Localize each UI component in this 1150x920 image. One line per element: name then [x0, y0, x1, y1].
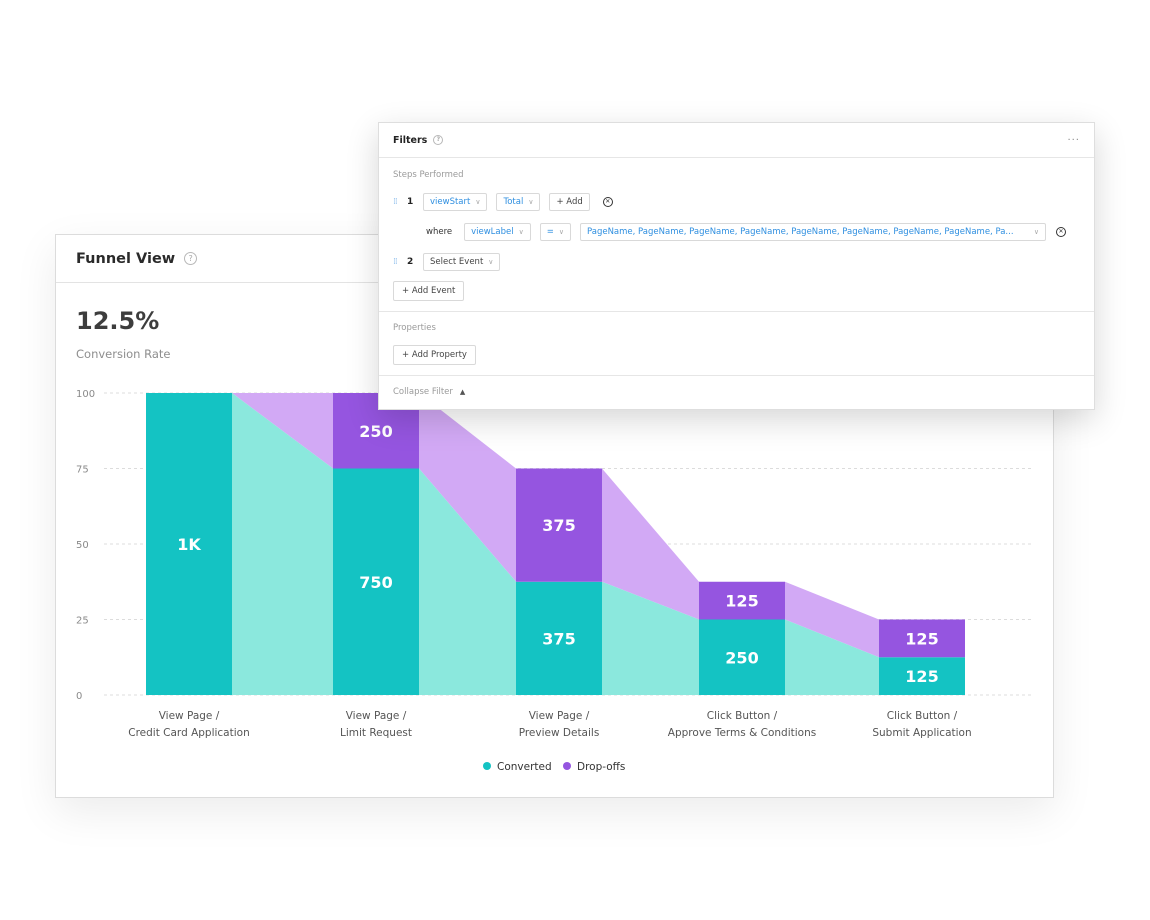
converted-value-label: 375	[542, 629, 575, 648]
y-tick-label: 50	[76, 540, 89, 551]
converted-connector	[419, 468, 516, 695]
legend-converted-label: Converted	[497, 761, 552, 773]
chevron-down-icon: ∨	[518, 227, 524, 236]
converted-value-label: 1K	[177, 535, 201, 554]
converted-bar	[699, 619, 785, 695]
dropoff-bar	[879, 619, 965, 658]
dropoff-connector	[602, 468, 699, 620]
step-row-1: ⁞⁞ 1 viewStart ∨ Total ∨ + Add ✕	[393, 192, 613, 211]
event-select-value: viewStart	[430, 196, 471, 207]
step-number: 1	[407, 196, 414, 207]
property-select[interactable]: viewLabel ∨	[464, 222, 531, 241]
more-menu-icon[interactable]: ···	[1067, 134, 1080, 146]
add-property-row: + Add Property	[393, 344, 485, 365]
select-event-placeholder: Select Event	[430, 256, 484, 267]
dropoff-bar	[516, 468, 602, 582]
value-select-value: PageName, PageName, PageName, PageName, …	[587, 226, 1014, 237]
collapse-filter-label: Collapse Filter	[393, 387, 453, 397]
add-event-row: + Add Event	[393, 280, 473, 301]
dropoff-value-label: 375	[542, 516, 575, 535]
dropoff-value-label: 125	[905, 629, 938, 648]
drag-handle-icon[interactable]: ⁞⁞	[393, 196, 398, 207]
collapse-filter-toggle[interactable]: Collapse Filter ▲	[393, 387, 465, 397]
divider	[379, 375, 1094, 376]
legend-converted-swatch	[483, 762, 491, 770]
filters-header: Filters ? ···	[379, 123, 1094, 158]
filters-title-wrap: Filters ?	[393, 134, 444, 146]
filters-panel: Filters ? ··· Steps Performed ⁞⁞ 1 viewS…	[378, 122, 1095, 410]
x-category-label: Approve Terms & Conditions	[668, 727, 816, 739]
y-tick-label: 75	[76, 465, 89, 476]
legend-dropoffs-swatch	[563, 762, 571, 770]
where-row: where viewLabel ∨ = ∨ PageName, PageName, …	[426, 222, 1066, 241]
converted-connector	[602, 581, 699, 695]
aggregation-value: Total	[503, 196, 524, 207]
dropoff-value-label: 125	[725, 592, 758, 611]
event-select[interactable]: viewStart ∨	[423, 192, 488, 211]
y-tick-label: 0	[76, 691, 82, 702]
dropoff-connector	[785, 581, 879, 658]
converted-value-label: 125	[905, 667, 938, 686]
remove-step-icon[interactable]: ✕	[602, 196, 613, 207]
divider	[379, 311, 1094, 312]
converted-connector	[785, 619, 879, 695]
add-property-button[interactable]: + Add Property	[393, 344, 476, 365]
operator-select[interactable]: = ∨	[539, 222, 571, 241]
funnel-title: Funnel View	[76, 250, 176, 267]
dropoff-bar	[699, 581, 785, 620]
filters-title: Filters	[393, 134, 428, 146]
x-category-label: Submit Application	[872, 727, 971, 739]
dropoff-value-label: 250	[359, 422, 392, 441]
help-icon[interactable]: ?	[433, 135, 444, 145]
x-category-label: View Page /	[346, 710, 407, 722]
converted-bar	[333, 468, 419, 695]
add-event-button[interactable]: + Add Event	[393, 280, 465, 301]
chevron-down-icon: ∨	[488, 257, 494, 266]
step-number: 2	[407, 256, 414, 267]
legend-dropoffs-label: Drop-offs	[577, 761, 625, 773]
chevron-down-icon: ∨	[558, 227, 564, 236]
drag-handle-icon[interactable]: ⁞⁞	[393, 256, 398, 267]
add-button[interactable]: + Add	[549, 192, 590, 211]
conversion-rate-label: Conversion Rate	[76, 347, 171, 361]
converted-value-label: 750	[359, 573, 392, 592]
chevron-down-icon: ∨	[1033, 227, 1039, 236]
converted-connector	[232, 393, 333, 695]
help-icon[interactable]: ?	[184, 252, 198, 265]
aggregation-select[interactable]: Total ∨	[496, 192, 541, 211]
step-row-2: ⁞⁞ 2 Select Event ∨	[393, 252, 509, 271]
dropoff-connector	[419, 393, 516, 582]
properties-label: Properties	[393, 323, 436, 333]
x-category-label: View Page /	[529, 710, 590, 722]
x-category-label: Click Button /	[887, 710, 958, 722]
converted-value-label: 250	[725, 648, 758, 667]
operator-value: =	[546, 226, 554, 237]
chevron-down-icon: ∨	[528, 197, 534, 206]
y-tick-label: 25	[76, 616, 89, 627]
property-value: viewLabel	[471, 226, 514, 237]
remove-condition-icon[interactable]: ✕	[1056, 226, 1066, 237]
x-category-label: Credit Card Application	[128, 727, 249, 739]
x-category-label: Limit Request	[340, 727, 412, 739]
chevron-down-icon: ∨	[475, 197, 481, 206]
where-label: where	[426, 226, 453, 237]
conversion-rate-value: 12.5%	[76, 307, 160, 335]
y-tick-label: 100	[76, 389, 95, 400]
steps-performed-label: Steps Performed	[393, 170, 464, 180]
x-category-label: Preview Details	[519, 727, 600, 739]
caret-up-icon: ▲	[459, 388, 466, 396]
funnel-chart: 0 25 50 75 100 1K 750 250 375 375 250 125 125 125 View…	[76, 389, 1033, 773]
select-event-dropdown[interactable]: Select Event ∨	[423, 252, 501, 271]
x-category-label: View Page /	[159, 710, 220, 722]
converted-bar	[146, 393, 232, 695]
converted-bar	[879, 657, 965, 695]
value-select[interactable]: PageName, PageName, PageName, PageName, …	[580, 222, 1046, 241]
x-category-label: Click Button /	[707, 710, 778, 722]
converted-bar	[516, 581, 602, 695]
